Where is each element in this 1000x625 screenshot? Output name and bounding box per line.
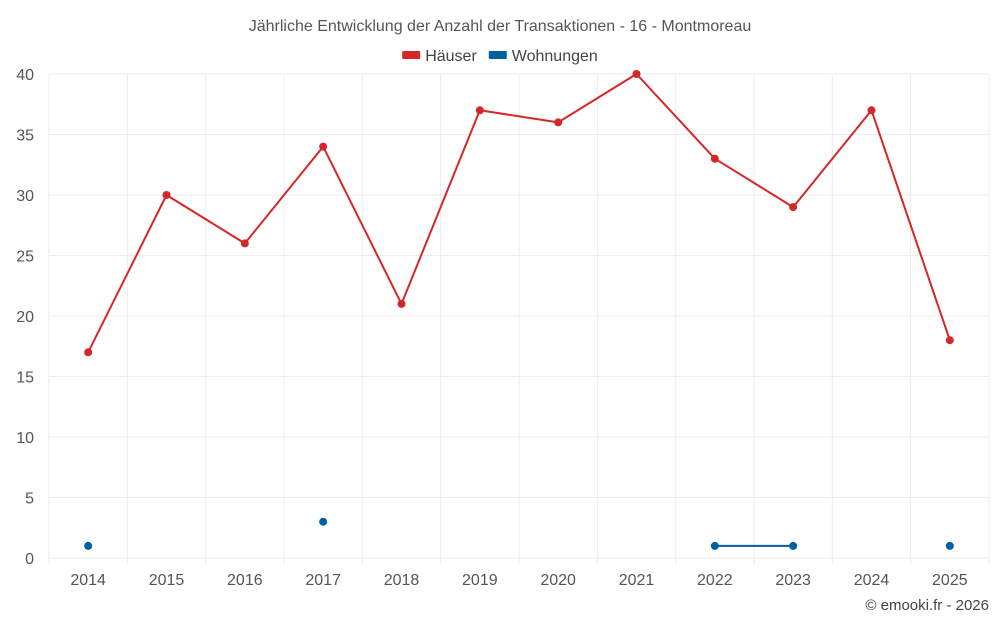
y-tick-label: 25 <box>16 249 34 266</box>
data-point[interactable] <box>162 191 171 199</box>
x-tick-label: 2025 <box>932 572 968 589</box>
data-point[interactable] <box>319 142 328 151</box>
legend-item-h-user[interactable]: Häuser <box>402 48 477 65</box>
y-tick-label: 35 <box>16 128 34 145</box>
x-tick-label: 2021 <box>619 572 655 589</box>
y-tick-label: 40 <box>16 67 34 84</box>
data-point[interactable] <box>554 118 563 127</box>
legend-label: Wohnungen <box>512 48 598 65</box>
legend: Häuser Wohnungen <box>402 48 598 65</box>
y-tick-label: 10 <box>16 430 34 447</box>
x-tick-label: 2014 <box>70 572 106 589</box>
y-tick-label: 5 <box>25 491 34 508</box>
y-axis: 0 5 10 15 20 25 30 35 40 <box>16 67 34 568</box>
copyright-footer: © emooki.fr - 2026 <box>865 597 989 614</box>
x-axis: 2014 2015 2016 2017 2018 2019 2020 2021 2022 2023… <box>70 572 967 589</box>
series-h-user <box>84 70 954 357</box>
data-point[interactable] <box>84 541 93 550</box>
x-tick-label: 2016 <box>227 572 263 589</box>
data-point[interactable] <box>710 154 719 163</box>
x-tick-label: 2018 <box>384 572 420 589</box>
x-tick-label: 2024 <box>854 572 890 589</box>
x-tick-label: 2023 <box>775 572 811 589</box>
y-tick-label: 15 <box>16 370 34 387</box>
x-tick-label: 2017 <box>305 572 341 589</box>
data-point[interactable] <box>945 541 954 550</box>
series-wohnungen <box>84 517 954 550</box>
x-tick-label: 2022 <box>697 572 733 589</box>
data-point[interactable] <box>867 106 876 115</box>
data-point[interactable] <box>475 106 484 115</box>
data-point[interactable] <box>240 239 249 248</box>
chart-title: Jährliche Entwicklung der Anzahl der Tra… <box>249 18 751 35</box>
x-tick-label: 2015 <box>149 572 185 589</box>
series-line <box>87 73 951 353</box>
data-point[interactable] <box>945 336 954 345</box>
data-point[interactable] <box>84 348 93 357</box>
data-point[interactable] <box>632 70 641 78</box>
y-tick-label: 20 <box>16 309 34 326</box>
y-tick-label: 30 <box>16 188 34 205</box>
data-point[interactable] <box>710 541 719 550</box>
x-tick-label: 2019 <box>462 572 498 589</box>
legend-label: Häuser <box>425 48 477 65</box>
legend-item-wohnungen[interactable]: Wohnungen <box>488 48 598 65</box>
data-point[interactable] <box>789 203 798 212</box>
data-point[interactable] <box>789 541 798 550</box>
legend-swatch <box>402 51 421 59</box>
y-tick-label: 0 <box>25 551 34 568</box>
plot-area <box>84 70 954 550</box>
legend-swatch <box>488 51 507 59</box>
x-tick-label: 2020 <box>540 572 576 589</box>
data-point[interactable] <box>397 299 406 308</box>
grid <box>48 73 990 564</box>
data-point[interactable] <box>319 517 328 526</box>
